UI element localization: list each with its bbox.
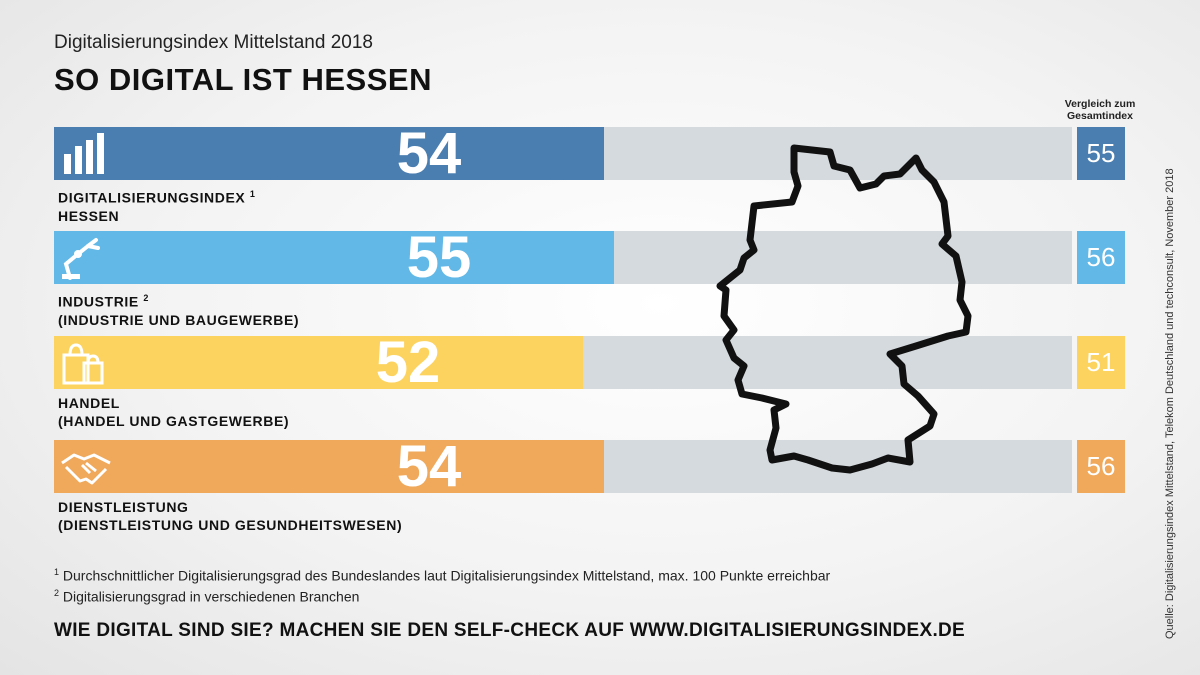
category-label: INDUSTRIE 2 (INDUSTRIE UND BAUGEWERBE) bbox=[58, 289, 299, 329]
category-label-line2: HESSEN bbox=[58, 207, 120, 224]
bar: 52 bbox=[54, 331, 583, 393]
category-label-line1: DIENSTLEISTUNG bbox=[58, 498, 189, 515]
bar-track: 55 bbox=[54, 227, 1072, 289]
footnote-mark: 2 bbox=[143, 293, 149, 304]
chart-title: SO DIGITAL IST HESSEN bbox=[54, 62, 432, 97]
comparison-header: Vergleich zum Gesamtindex bbox=[1064, 98, 1136, 122]
footnote-2: 2 Digitalisierungsgrad in verschiedenen … bbox=[54, 588, 360, 605]
comparison-value: 51 bbox=[1077, 335, 1125, 389]
shopping-bags-icon bbox=[62, 343, 104, 385]
bar-track: 54 bbox=[54, 123, 1072, 185]
chart-subtitle: Digitalisierungsindex Mittelstand 2018 bbox=[54, 32, 373, 53]
category-label-line2: (INDUSTRIE UND BAUGEWERBE) bbox=[58, 311, 300, 328]
bar: 55 bbox=[54, 227, 614, 289]
bar-value-label: 54 bbox=[396, 433, 462, 499]
bar-chart-icon bbox=[64, 133, 104, 174]
category-label-line1: HANDEL bbox=[58, 394, 120, 411]
comparison-value: 56 bbox=[1077, 439, 1125, 493]
category-label: DIENSTLEISTUNG (DIENSTLEISTUNG UND GESUND… bbox=[58, 498, 402, 534]
footnote-1: 1 Durchschnittlicher Digitalisierungsgra… bbox=[54, 567, 831, 584]
bar: 54 bbox=[54, 435, 604, 497]
bar-track: 54 bbox=[54, 435, 1072, 497]
bar-value-label: 55 bbox=[406, 225, 472, 291]
self-check-call-to-action[interactable]: WIE DIGITAL SIND SIE? MACHEN SIE DEN SEL… bbox=[54, 620, 966, 641]
category-label: HANDEL (HANDEL UND GASTGEWERBE) bbox=[58, 394, 289, 430]
category-label-line2: (HANDEL UND GASTGEWERBE) bbox=[58, 412, 290, 429]
source-note: Quelle: Digitalisierungsindex Mittelstan… bbox=[1164, 168, 1176, 639]
category-label-line1: INDUSTRIE bbox=[58, 293, 139, 310]
footnote-mark: 1 bbox=[249, 189, 256, 199]
handshake-icon bbox=[61, 453, 111, 485]
bar: 54 bbox=[54, 123, 604, 185]
category-label: DIGITALISIERUNGSINDEX 1 HESSEN bbox=[58, 185, 255, 225]
germany-map-icon bbox=[716, 144, 972, 474]
category-label-line2: (DIENSTLEISTUNG UND GESUNDHEITSWESEN) bbox=[58, 516, 403, 533]
comparison-value: 56 bbox=[1077, 231, 1125, 285]
comparison-value: 55 bbox=[1077, 127, 1125, 180]
robot-arm-icon bbox=[62, 238, 100, 281]
bar-value-label: 54 bbox=[396, 121, 462, 186]
bar-value-label: 52 bbox=[375, 329, 441, 395]
category-label-line1: DIGITALISIERUNGSINDEX bbox=[58, 189, 246, 206]
